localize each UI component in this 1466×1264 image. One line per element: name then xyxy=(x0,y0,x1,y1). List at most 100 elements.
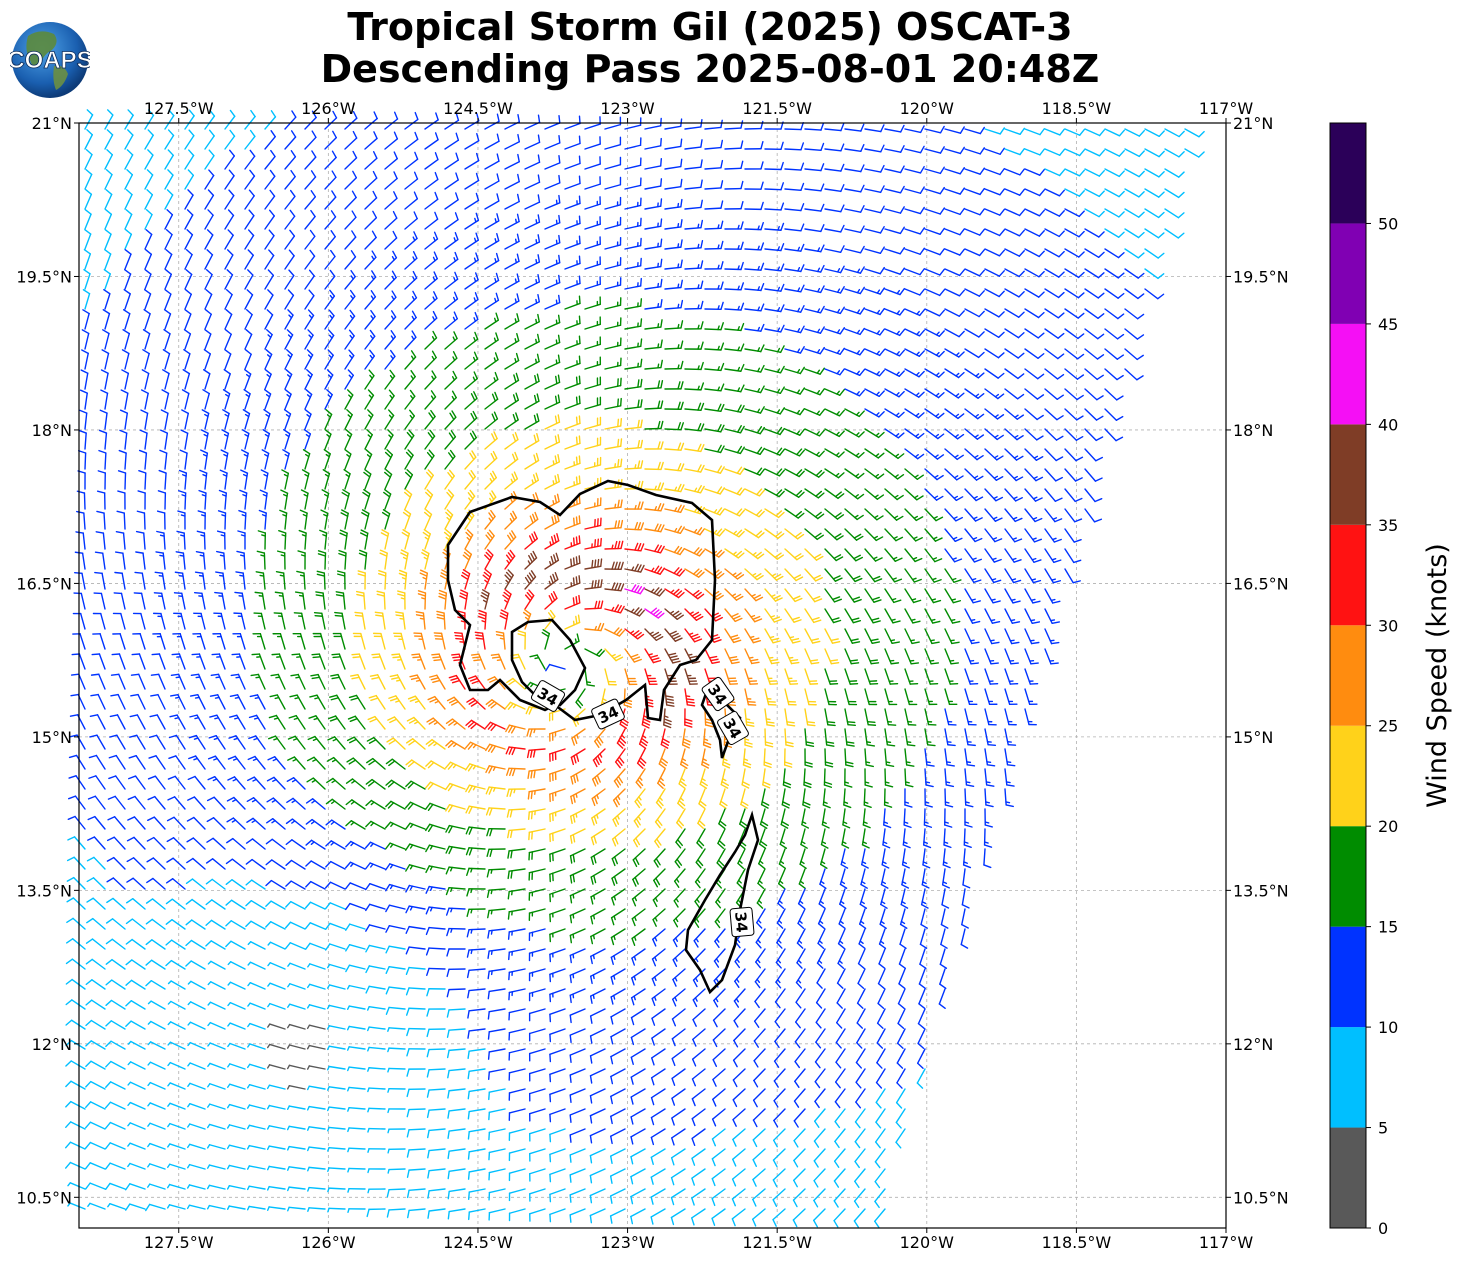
wind-barb xyxy=(106,836,126,850)
wind-barb xyxy=(844,588,862,603)
wind-barb xyxy=(784,488,805,498)
wind-barb xyxy=(364,290,377,310)
wind-barb xyxy=(447,1148,466,1160)
wind-barb xyxy=(264,349,273,370)
wind-barb xyxy=(194,571,206,590)
wind-barb xyxy=(984,147,1005,155)
wind-barb xyxy=(604,176,622,190)
wind-barb xyxy=(584,497,602,510)
wind-barb xyxy=(744,364,765,373)
wind-barb xyxy=(804,183,825,192)
wind-barb xyxy=(347,1187,366,1193)
wind-barb xyxy=(245,920,266,930)
wind-barb xyxy=(94,551,106,570)
wind-barb xyxy=(1084,208,1105,218)
wind-barb xyxy=(143,288,152,310)
wind-barb xyxy=(724,120,744,130)
wind-barb xyxy=(387,1148,406,1154)
wind-barb xyxy=(884,588,902,604)
wind-barb xyxy=(207,1103,226,1110)
wind-barb xyxy=(844,708,856,727)
wind-barb xyxy=(744,161,764,170)
wind-barb xyxy=(349,673,366,690)
wind-barb xyxy=(794,1068,806,1089)
wind-barb xyxy=(105,1020,126,1030)
wind-barb xyxy=(964,608,981,624)
wind-barb xyxy=(247,1063,266,1070)
wind-barb xyxy=(824,508,845,520)
wind-barb xyxy=(129,734,146,750)
wind-barb xyxy=(855,1088,866,1109)
wind-barb xyxy=(984,368,1005,379)
wind-barb xyxy=(877,968,886,989)
wind-barb xyxy=(327,963,346,970)
wind-barb xyxy=(161,389,170,410)
wind-barb xyxy=(446,1008,466,1018)
wind-barb xyxy=(1024,188,1045,197)
wind-barb xyxy=(87,815,106,830)
wind-barb xyxy=(189,694,206,710)
wind-barb xyxy=(264,169,276,190)
wind-barb xyxy=(644,668,658,685)
wind-barb xyxy=(246,1144,266,1150)
wind-barb xyxy=(502,588,512,610)
wind-barb xyxy=(387,1067,406,1073)
wind-barb xyxy=(324,329,335,350)
wind-barb xyxy=(1004,508,1023,523)
wind-barb xyxy=(167,1163,186,1170)
wind-barb xyxy=(344,329,355,350)
wind-barb xyxy=(247,941,266,950)
wind-barb xyxy=(317,550,327,570)
wind-barb xyxy=(704,383,725,392)
wind-barb xyxy=(164,268,172,290)
wind-barb xyxy=(447,1128,466,1139)
wind-barb xyxy=(464,272,479,290)
wind-barb xyxy=(464,351,479,370)
wind-barb xyxy=(357,570,366,590)
wind-barb xyxy=(427,1188,446,1199)
wind-barb xyxy=(575,688,586,709)
wind-barb xyxy=(87,1202,106,1210)
wind-barb xyxy=(752,1168,766,1187)
wind-barb xyxy=(804,728,815,748)
wind-barb xyxy=(344,230,357,250)
wind-barb xyxy=(964,388,985,399)
wind-barb xyxy=(447,1208,466,1220)
wind-barb xyxy=(564,575,581,590)
wind-barb xyxy=(1004,268,1025,278)
wind-barb xyxy=(464,192,480,210)
wind-barb xyxy=(944,768,955,788)
wind-barb xyxy=(732,1048,746,1068)
wind-barb xyxy=(263,409,271,430)
wind-barb xyxy=(964,728,976,747)
wind-barb xyxy=(285,859,306,870)
wind-barb xyxy=(756,888,766,909)
wind-barb xyxy=(904,728,916,747)
wind-barb xyxy=(664,442,685,451)
wind-barb xyxy=(901,868,910,889)
wind-barb xyxy=(1024,248,1045,258)
wind-barb xyxy=(1004,748,1016,767)
wind-barb xyxy=(327,1167,346,1173)
wind-barb xyxy=(720,768,729,789)
wind-barb xyxy=(844,548,864,562)
colorbar-tick-label: 5 xyxy=(1378,1119,1388,1138)
wind-barb xyxy=(664,567,685,577)
wind-barb xyxy=(924,448,945,460)
wind-barb xyxy=(1144,268,1165,280)
wind-barb xyxy=(405,1007,426,1016)
wind-barb xyxy=(504,412,519,430)
wind-barb xyxy=(504,372,520,390)
wind-barb xyxy=(584,236,601,250)
wind-barb xyxy=(569,888,586,904)
wind-barb xyxy=(964,348,985,359)
wind-barb xyxy=(261,449,270,470)
wind-barb xyxy=(445,803,466,813)
wind-barb xyxy=(1104,248,1125,259)
wind-barb xyxy=(918,988,926,1010)
wind-barb xyxy=(904,165,925,174)
wind-barb xyxy=(664,381,684,390)
wind-barb xyxy=(744,323,765,332)
wind-barb xyxy=(590,908,606,925)
wind-barb xyxy=(813,1168,826,1188)
